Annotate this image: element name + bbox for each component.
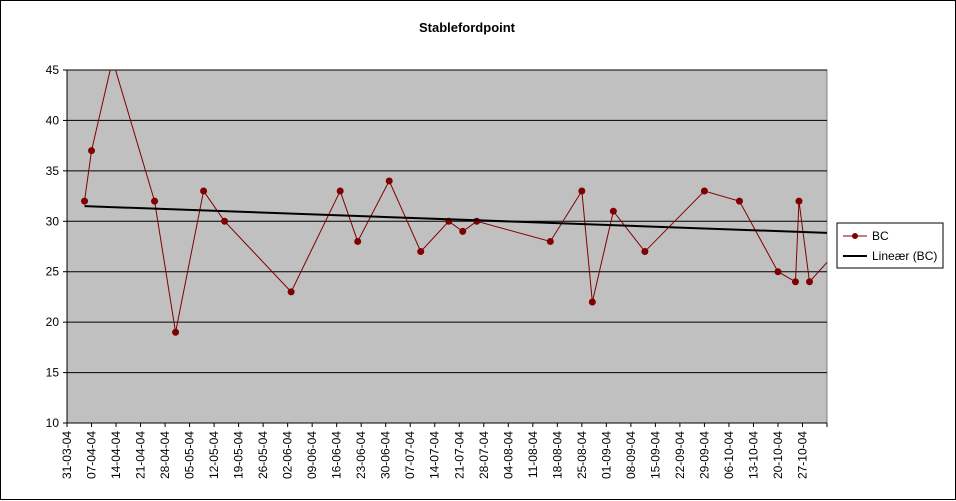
legend-label: BC <box>872 229 889 243</box>
x-tick-label: 28-07-04 <box>477 431 491 479</box>
x-tick-label: 04-08-04 <box>501 431 515 479</box>
x-tick-label: 08-09-04 <box>624 431 638 479</box>
x-tick-label: 21-04-04 <box>134 431 148 479</box>
x-tick-label: 02-06-04 <box>281 431 295 479</box>
x-tick-label: 15-09-04 <box>648 431 662 479</box>
data-point[interactable] <box>546 237 554 245</box>
x-tick-label: 29-09-04 <box>697 431 711 479</box>
legend-marker <box>852 233 858 239</box>
series-trendline <box>84 205 827 234</box>
data-point[interactable] <box>641 248 649 256</box>
series-line <box>84 70 827 333</box>
x-tick-label: 30-06-04 <box>379 431 393 479</box>
x-tick-label: 05-05-04 <box>183 431 197 479</box>
data-point[interactable] <box>221 217 229 225</box>
data-point[interactable] <box>385 177 393 185</box>
data-point[interactable] <box>735 197 743 205</box>
data-point[interactable] <box>354 237 362 245</box>
legend-label: Lineær (BC) <box>872 249 937 263</box>
legend: BC Lineær (BC) <box>836 222 944 269</box>
x-tick-label: 09-06-04 <box>305 431 319 479</box>
y-tick-label: 35 <box>46 164 60 178</box>
data-point[interactable] <box>805 278 813 286</box>
x-tick-label: 07-04-04 <box>85 431 99 479</box>
data-point[interactable] <box>336 187 344 195</box>
x-tick-label: 28-04-04 <box>158 431 172 479</box>
data-point[interactable] <box>287 288 295 296</box>
x-tick-label: 14-07-04 <box>428 431 442 479</box>
y-tick-label: 20 <box>46 315 60 329</box>
legend-box <box>836 222 944 269</box>
x-tick-label: 12-05-04 <box>207 431 221 479</box>
x-tick-label: 27-10-04 <box>795 431 809 479</box>
x-tick-label: 06-10-04 <box>722 431 736 479</box>
y-tick-label: 15 <box>46 366 60 380</box>
data-point[interactable] <box>459 227 467 235</box>
x-tick-label: 14-04-04 <box>109 431 123 479</box>
x-tick-label: 19-05-04 <box>232 431 246 479</box>
y-tick-label: 40 <box>46 113 60 127</box>
data-point[interactable] <box>172 328 180 336</box>
data-point[interactable] <box>81 197 89 205</box>
data-point[interactable] <box>417 248 425 256</box>
x-tick-label: 22-09-04 <box>673 431 687 479</box>
data-point[interactable] <box>774 268 782 276</box>
chart-title: Stablefordpoint <box>419 20 516 35</box>
x-tick-label: 21-07-04 <box>452 431 466 479</box>
y-tick-label: 45 <box>46 63 60 77</box>
x-tick-label: 13-10-04 <box>746 431 760 479</box>
x-tick-label: 31-03-04 <box>60 431 74 479</box>
y-tick-label: 30 <box>46 214 60 228</box>
x-tick-label: 07-07-04 <box>403 431 417 479</box>
plot-background <box>66 69 828 424</box>
y-tick-label: 10 <box>46 416 60 430</box>
x-tick-label: 26-05-04 <box>256 431 270 479</box>
data-point[interactable] <box>200 187 208 195</box>
data-point[interactable] <box>151 197 159 205</box>
data-point[interactable] <box>588 298 596 306</box>
data-point[interactable] <box>609 207 617 215</box>
trend-line <box>84 205 827 234</box>
data-point[interactable] <box>700 187 708 195</box>
data-point[interactable] <box>943 158 949 164</box>
x-tick-label: 20-10-04 <box>771 431 785 479</box>
data-point[interactable] <box>795 197 803 205</box>
data-point[interactable] <box>791 278 799 286</box>
plot-area: 10 15 20 25 30 35 40 45 31-03-04 07-04-04 14-04-04… <box>46 57 949 479</box>
x-tick-label: 11-08-04 <box>526 431 540 478</box>
data-point[interactable] <box>88 147 96 155</box>
x-tick-label: 18-08-04 <box>550 431 564 479</box>
x-tick-label: 16-06-04 <box>330 431 344 479</box>
y-tick-label: 25 <box>46 265 60 279</box>
x-tick-label: 25-08-04 <box>575 431 589 479</box>
data-point[interactable] <box>110 57 116 63</box>
data-point[interactable] <box>578 187 586 195</box>
x-tick-label: 23-06-04 <box>354 431 368 479</box>
x-tick-label: 01-09-04 <box>599 431 613 479</box>
